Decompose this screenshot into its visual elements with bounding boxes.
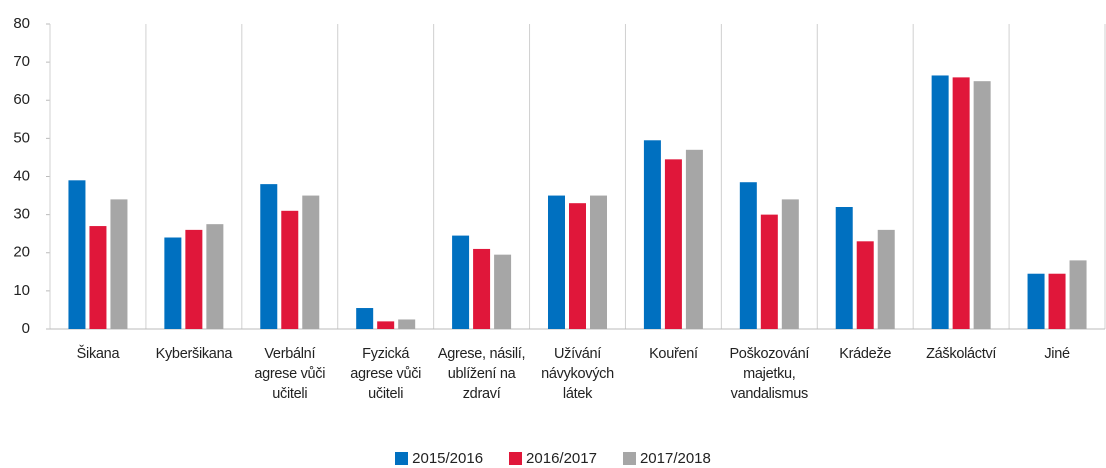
- bar: [739, 182, 757, 329]
- y-tick-label: 70: [13, 53, 30, 70]
- legend: 2015/2016 2016/2017 2017/2018: [0, 450, 1106, 467]
- bar: [569, 203, 586, 329]
- x-tick-label: Kyberšikana: [155, 346, 233, 362]
- y-tick-label: 20: [13, 244, 30, 261]
- bar: [1069, 260, 1087, 329]
- chart: 0 10 20 30 40 50 60 70 80: [13, 15, 1106, 337]
- bar: [110, 199, 128, 329]
- y-tick-label: 0: [22, 320, 30, 337]
- legend-label: 2017/2018: [639, 450, 711, 467]
- bar: [452, 235, 470, 329]
- x-tick-label: Poškozování majetku, vandalismus: [729, 346, 810, 402]
- y-tick-label: 10: [13, 282, 30, 299]
- bar: [973, 81, 991, 329]
- bar: [781, 199, 799, 329]
- legend-label: 2016/2017: [526, 450, 597, 467]
- bar: [664, 159, 682, 329]
- bar: [931, 75, 949, 329]
- bar: [281, 210, 299, 329]
- bar: [473, 248, 491, 329]
- bar: [590, 195, 607, 329]
- x-tick-label: Užívání návykových látek: [541, 346, 614, 402]
- x-tick-label: Kouření: [649, 346, 698, 362]
- bar: [260, 184, 278, 329]
- bar: [185, 229, 203, 329]
- bar: [643, 140, 661, 329]
- bar: [548, 195, 565, 329]
- bar: [1048, 273, 1066, 329]
- y-tick-label: 80: [13, 15, 30, 32]
- bar: [302, 195, 320, 329]
- legend-swatch: [622, 452, 636, 465]
- legend-swatch: [509, 452, 523, 465]
- bar: [835, 207, 853, 329]
- bar: [685, 149, 703, 329]
- bar: [856, 241, 874, 329]
- legend-item: 2015/2016: [395, 450, 483, 467]
- legend-label: 2015/2016: [412, 450, 484, 467]
- bar: [68, 180, 86, 329]
- x-tick-label: Verbální agrese vůči učiteli: [254, 346, 326, 402]
- bar: [164, 237, 182, 329]
- bar: [398, 319, 416, 329]
- y-tick-label: 60: [13, 91, 30, 108]
- legend-swatch: [395, 452, 409, 465]
- y-tick-label: 30: [13, 206, 30, 223]
- bar: [760, 214, 778, 329]
- bar: [89, 226, 107, 329]
- legend-item: 2017/2018: [622, 450, 711, 467]
- bar: [877, 229, 895, 329]
- y-tick-label: 40: [13, 167, 30, 184]
- x-tick-label: Fyzická agrese vůči učiteli: [350, 346, 422, 402]
- x-tick-label: Záškoláctví: [926, 346, 997, 362]
- bar: [206, 224, 224, 329]
- bar: [494, 254, 512, 329]
- bar: [952, 77, 970, 329]
- x-tick-label: Krádeže: [839, 346, 892, 362]
- y-tick-label: 50: [13, 129, 30, 146]
- x-tick-label: Jiné: [1044, 346, 1070, 362]
- bar: [377, 321, 395, 329]
- bar: [1027, 273, 1045, 329]
- legend-item: 2016/2017: [509, 450, 597, 467]
- bar: [356, 308, 374, 329]
- x-tick-label: Šikana: [76, 346, 120, 362]
- x-tick-label: Agrese, násilí, ublížení na zdraví: [437, 346, 526, 402]
